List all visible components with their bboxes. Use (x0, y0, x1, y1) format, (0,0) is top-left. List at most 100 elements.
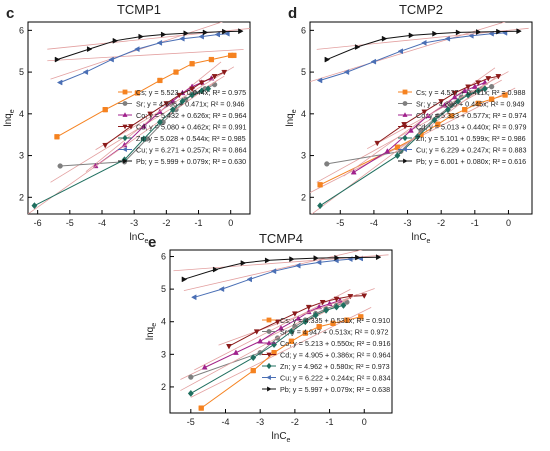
data-point (444, 106, 451, 114)
fit-line (310, 87, 516, 193)
x-tick-label: -4 (221, 417, 229, 427)
data-point (198, 33, 204, 40)
plot-area (28, 22, 250, 214)
y-tick-label: 6 (161, 252, 166, 262)
data-point (156, 39, 163, 46)
panel-label: e (148, 234, 156, 251)
y-tick-label: 3 (161, 349, 166, 359)
data-point (408, 32, 415, 39)
data-point (211, 74, 218, 80)
data-point (271, 350, 277, 356)
x-axis-label-subscript: e (427, 238, 431, 245)
chart-title: TCMP4 (259, 231, 303, 246)
data-point (222, 28, 228, 35)
legend-marker (266, 374, 271, 381)
fit-line (194, 288, 351, 371)
data-point (250, 354, 257, 362)
data-point (333, 303, 340, 311)
data-point (317, 202, 324, 210)
x-tick-label: -3 (256, 417, 264, 427)
data-point (250, 367, 256, 374)
data-point (370, 58, 377, 65)
data-point (344, 317, 350, 323)
data-point (330, 320, 336, 326)
legend-marker (122, 112, 128, 117)
x-tick-label: -3 (404, 218, 412, 228)
data-point (181, 276, 188, 283)
data-point (461, 87, 468, 94)
x-tick-label: -2 (291, 417, 299, 427)
data-point (471, 83, 478, 89)
series-cs (47, 49, 244, 140)
series-co (194, 288, 351, 371)
y-axis-label: lnqe (145, 323, 158, 340)
series-cu (310, 22, 508, 84)
data-point (57, 163, 63, 169)
data-point (169, 106, 176, 114)
y-axis-label-main: lnq (145, 327, 156, 340)
fit-line (366, 71, 509, 150)
data-point (274, 319, 281, 326)
x-axis-label-main: lnC (272, 431, 287, 442)
data-point (516, 28, 522, 35)
data-point (179, 97, 186, 105)
data-point (317, 182, 323, 188)
data-point (465, 91, 472, 99)
data-point (350, 168, 357, 175)
fit-line (85, 61, 222, 172)
legend-entry: Co; y = 5.213 + 0.550x; R² = 0.916 (280, 339, 390, 348)
fit-line (47, 49, 244, 62)
data-point (476, 29, 482, 35)
data-point (202, 29, 209, 36)
plot-area (310, 22, 529, 214)
series-pb (316, 27, 529, 63)
data-point (198, 87, 205, 95)
panel-label: c (6, 5, 14, 22)
data-point (323, 306, 330, 314)
data-point (102, 107, 108, 113)
data-point (502, 92, 508, 98)
legend-entry: Sr; y = 4.947 + 0.513x; R² = 0.972 (280, 328, 388, 337)
data-point (295, 315, 302, 321)
data-point (54, 134, 60, 140)
data-point (218, 286, 225, 293)
data-point (140, 135, 147, 143)
y-tick-label: 3 (301, 151, 306, 161)
data-point (465, 84, 472, 90)
data-point (214, 31, 220, 38)
data-point (147, 111, 154, 118)
legend-marker (266, 329, 272, 334)
data-point (313, 255, 319, 262)
legend-entry: Cs; y = 4.335 + 0.531x; R² = 0.910 (280, 316, 390, 325)
legend-marker (266, 352, 272, 358)
legend-marker (122, 146, 127, 153)
data-point (183, 30, 189, 37)
x-tick-label: -4 (370, 218, 378, 228)
legend-marker (122, 134, 128, 142)
legend-entry: Co; y = 5.333 + 0.577x; R² = 0.974 (416, 111, 526, 120)
legend-entry: Pb; y = 6.001 + 0.080x; R² = 0.616 (416, 157, 526, 166)
data-point (205, 85, 212, 93)
legend-marker (266, 362, 272, 370)
data-point (319, 299, 326, 306)
data-point (407, 127, 414, 133)
data-point (264, 257, 271, 264)
data-point (54, 56, 61, 63)
data-point (397, 48, 403, 55)
data-point (295, 262, 301, 269)
data-point (340, 301, 347, 309)
data-point (361, 293, 368, 299)
legend-entry: Cd; y = 4.905 + 0.386x; R² = 0.964 (280, 351, 390, 360)
legend-marker (122, 124, 128, 130)
y-axis-label-main: lnq (3, 113, 14, 126)
plot-area (173, 250, 389, 411)
data-point (31, 202, 38, 210)
y-axis-label-subscript: e (291, 109, 298, 113)
data-point (354, 44, 361, 50)
data-point (198, 405, 204, 411)
data-point (451, 93, 458, 100)
data-point (108, 56, 114, 63)
legend-entry: Cu; y = 6.271 + 0.257x; R² = 0.864 (136, 146, 246, 155)
x-tick-label: -5 (66, 218, 74, 228)
